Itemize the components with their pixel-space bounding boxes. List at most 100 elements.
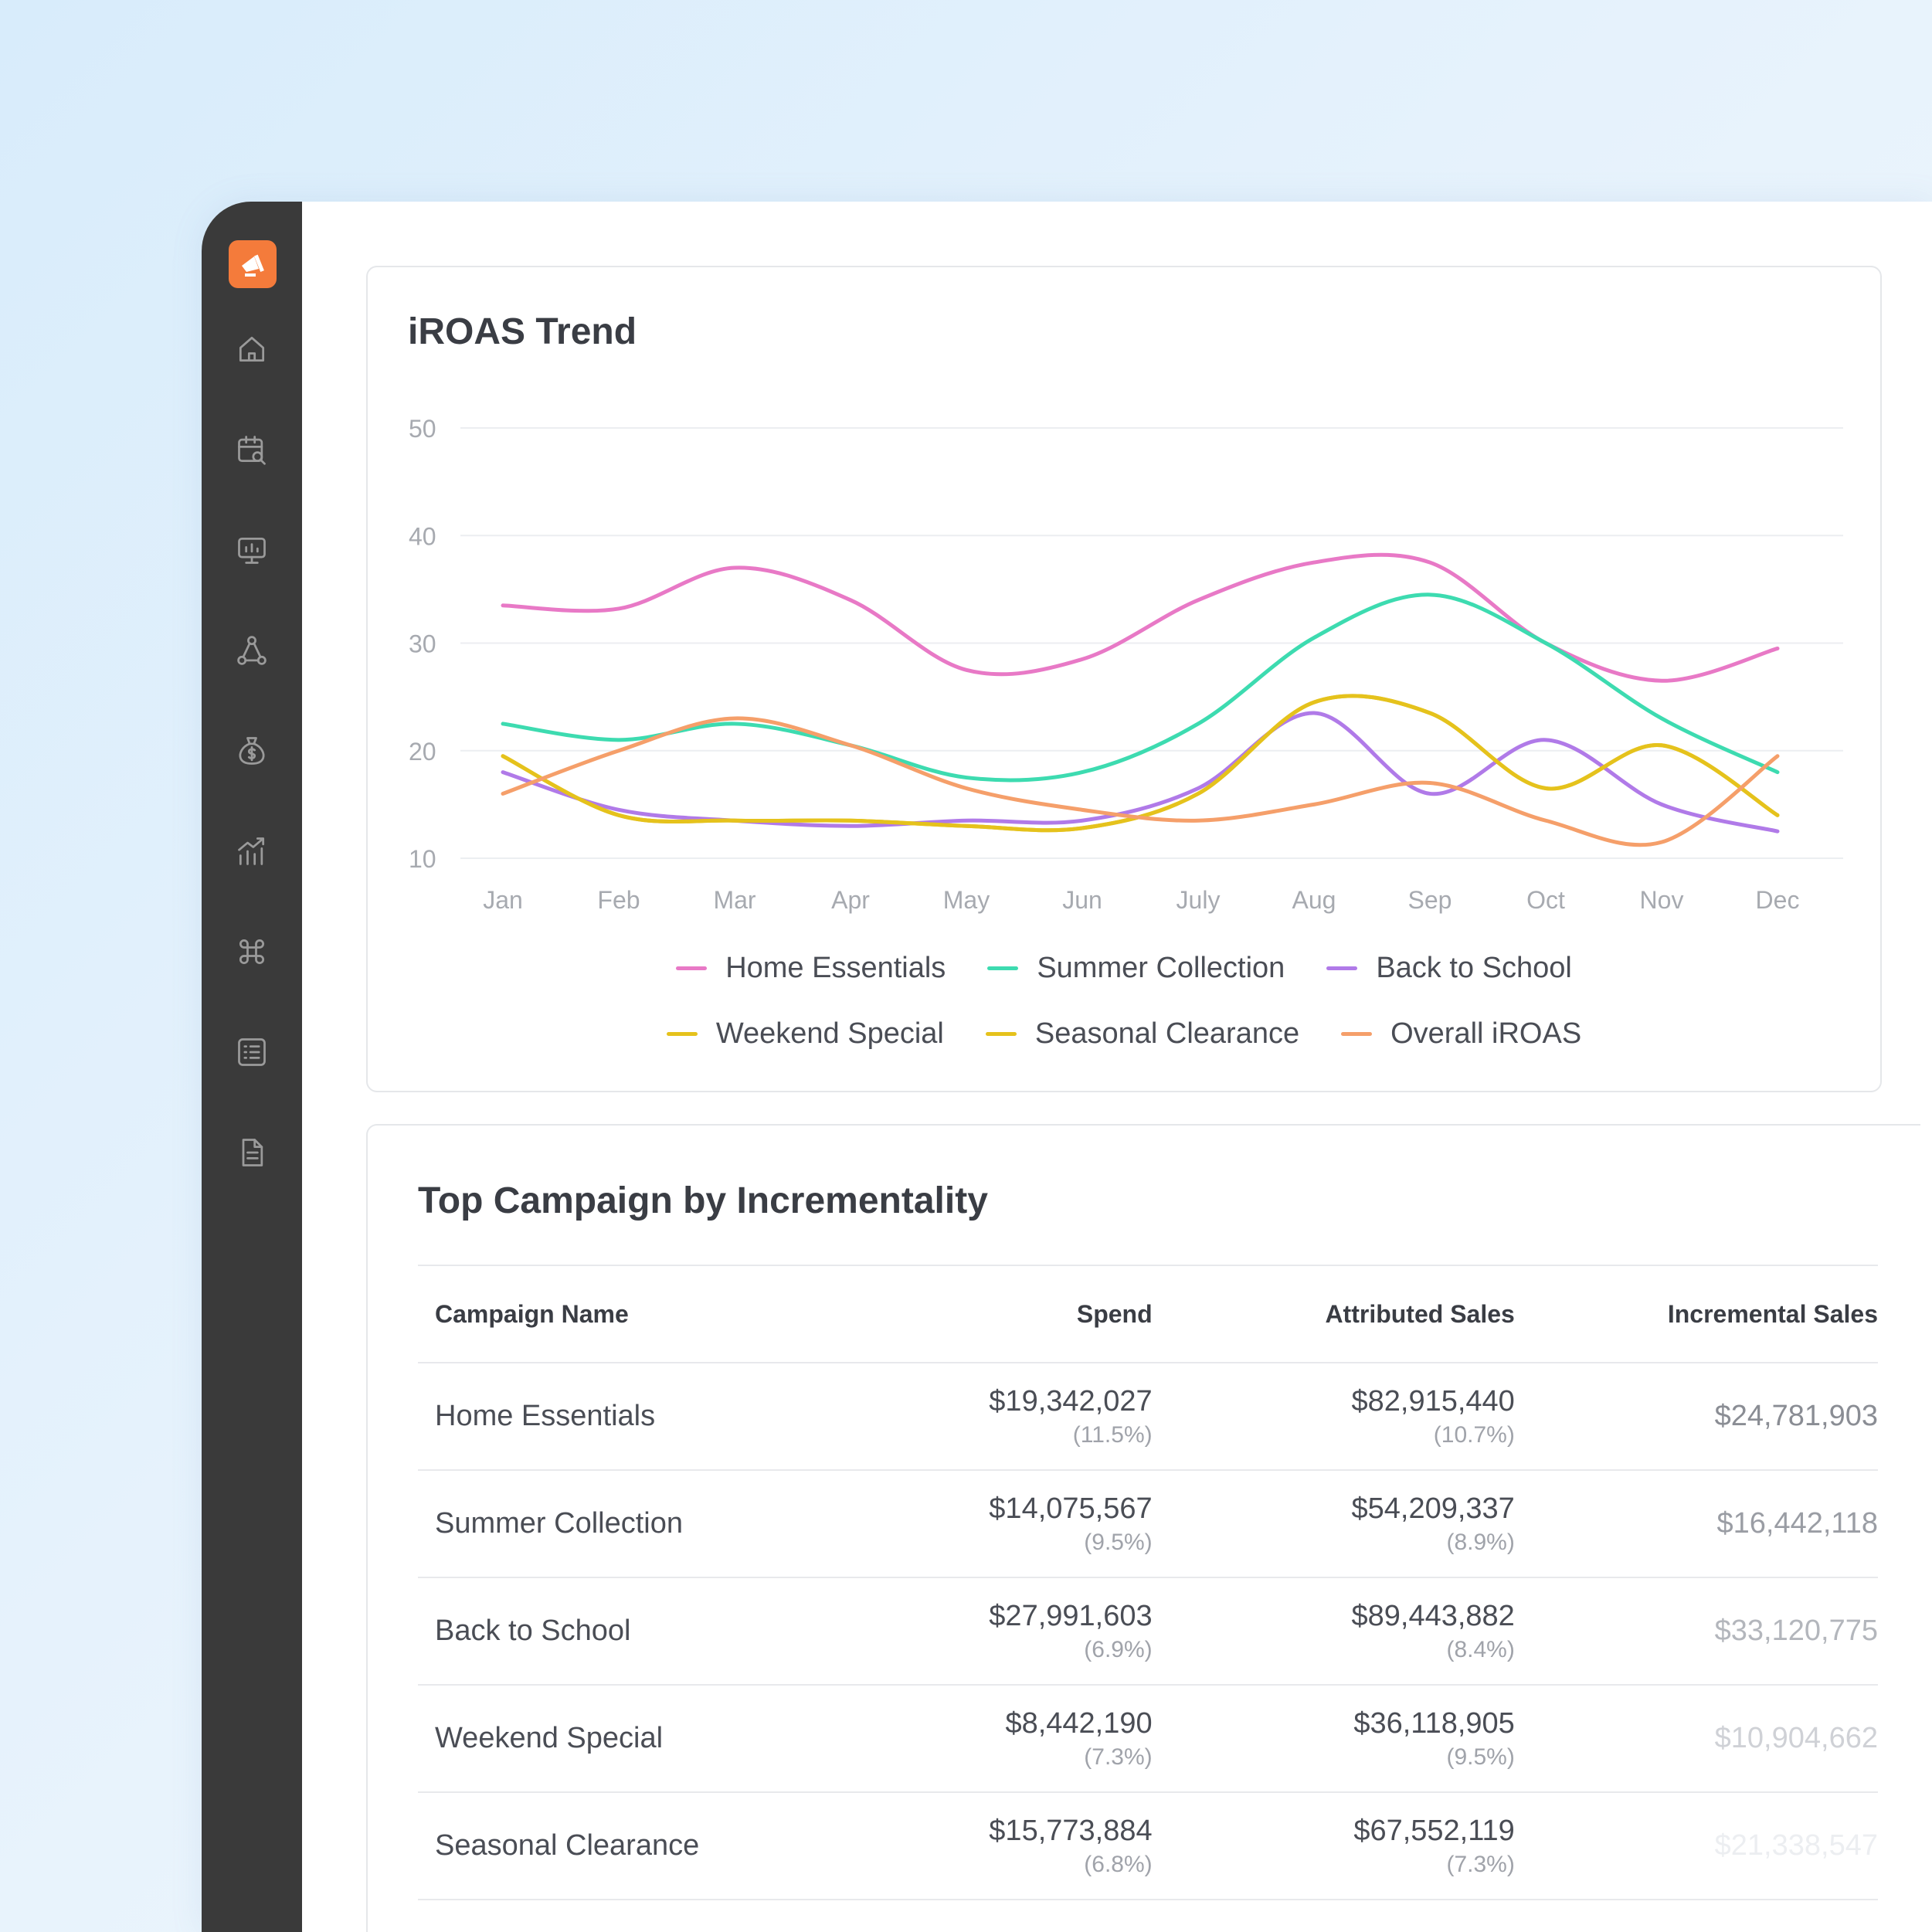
- header-attributed-sales[interactable]: Attributed Sales: [1325, 1299, 1515, 1328]
- chart-legend-row: Home Essentials Summer Collection Back to …: [368, 952, 1880, 985]
- iroas-trend-card: iROAS Trend 50 40 30 20 10 Jan Feb Mar Apr May Jun…: [366, 266, 1882, 1092]
- legend-label: Seasonal Clearance: [1034, 1017, 1300, 1050]
- x-tick-label: Mar: [713, 886, 755, 914]
- campaign-table: Campaign Name Spend Attributed Sales Inc…: [418, 1265, 1878, 1900]
- spend-value: $8,442,190: [1005, 1706, 1153, 1740]
- x-tick-label: Jun: [1062, 886, 1102, 914]
- y-tick-label: 10: [409, 845, 436, 873]
- presentation-chart-icon[interactable]: [232, 530, 272, 570]
- attributed-sales-percent: (10.7%): [1433, 1421, 1515, 1448]
- header-incremental-sales[interactable]: Incremental Sales: [1667, 1299, 1878, 1328]
- spend-value: $14,075,567: [989, 1492, 1153, 1525]
- series-line-home-essentials[interactable]: [501, 552, 1780, 683]
- chart-legend-row: Weekend Special Seasonal Clearance Overall…: [368, 1017, 1880, 1051]
- incremental-sales-cell: $24,781,903: [1714, 1400, 1878, 1432]
- campaign-name-cell: Summer Collection: [435, 1507, 683, 1540]
- main-content: iROAS Trend 50 40 30 20 10 Jan Feb Mar Apr May Jun…: [302, 202, 1932, 1932]
- calendar-search-icon[interactable]: [232, 430, 272, 470]
- iroas-trend-chart: 50 40 30 20 10 Jan Feb Mar Apr May Jun July Aug Sep Oc…: [409, 415, 1843, 914]
- x-tick-label: Oct: [1526, 886, 1565, 914]
- attributed-sales-percent: (9.5%): [1446, 1744, 1515, 1770]
- x-tick-label: Feb: [597, 886, 640, 914]
- legend-swatch: [1326, 966, 1358, 970]
- sidebar: [202, 202, 302, 1932]
- x-tick-label: Sep: [1408, 886, 1452, 914]
- y-tick-label: 30: [409, 630, 436, 658]
- chart-title: iROAS Trend: [408, 311, 637, 352]
- attributed-sales-percent: (8.9%): [1446, 1529, 1515, 1555]
- spend-cell: $15,773,884 (6.8%): [857, 1812, 1152, 1880]
- x-tick-label: July: [1177, 886, 1221, 914]
- legend-item[interactable]: Weekend Special: [666, 1017, 944, 1051]
- megaphone-logo-icon: [242, 254, 264, 277]
- table-header: Campaign Name Spend Attributed Sales Inc…: [418, 1266, 1878, 1363]
- series-line-summer-collection[interactable]: [501, 593, 1780, 783]
- spend-value: $27,991,603: [989, 1599, 1153, 1632]
- spend-cell: $19,342,027 (11.5%): [857, 1383, 1152, 1451]
- home-icon[interactable]: [232, 329, 272, 369]
- incremental-sales-cell: $21,338,547: [1714, 1829, 1878, 1862]
- spend-value: $15,773,884: [989, 1814, 1153, 1847]
- attributed-sales-cell: $67,552,119 (7.3%): [1153, 1812, 1515, 1880]
- attributed-sales-value: $67,552,119: [1353, 1814, 1515, 1847]
- table-row[interactable]: Summer Collection $14,075,567 (9.5%) $54,20…: [418, 1471, 1878, 1578]
- legend-item[interactable]: Overall iROAS: [1341, 1017, 1581, 1051]
- legend-item[interactable]: Home Essentials: [676, 952, 946, 985]
- app-logo[interactable]: [229, 240, 277, 288]
- spend-percent: (7.3%): [1084, 1744, 1153, 1770]
- spend-percent: (6.9%): [1084, 1636, 1153, 1662]
- attributed-sales-value: $54,209,337: [1351, 1492, 1515, 1525]
- legend-swatch: [985, 1032, 1017, 1036]
- table-row[interactable]: Back to School $27,991,603 (6.9%) $89,443,8…: [418, 1578, 1878, 1686]
- grid-apps-icon[interactable]: [232, 932, 272, 972]
- table-row[interactable]: Home Essentials $19,342,027 (11.5%) $82,915…: [418, 1363, 1878, 1471]
- attributed-sales-percent: (7.3%): [1446, 1851, 1515, 1877]
- list-icon[interactable]: [232, 1032, 272, 1072]
- legend-item[interactable]: Back to School: [1326, 952, 1572, 985]
- y-tick-label: 20: [409, 738, 436, 766]
- network-icon[interactable]: [232, 630, 272, 671]
- header-campaign-name[interactable]: Campaign Name: [435, 1299, 629, 1328]
- campaign-name-cell: Home Essentials: [435, 1400, 656, 1432]
- legend-label: Back to School: [1376, 952, 1572, 984]
- y-tick-label: 40: [409, 522, 436, 550]
- incremental-sales-cell: $10,904,662: [1714, 1722, 1878, 1754]
- table-row[interactable]: Seasonal Clearance $15,773,884 (6.8%) $67,5…: [418, 1793, 1878, 1900]
- x-tick-label: Nov: [1640, 886, 1684, 914]
- attributed-sales-cell: $89,443,882 (8.4%): [1153, 1598, 1515, 1665]
- campaign-name-cell: Back to School: [435, 1615, 631, 1647]
- attributed-sales-percent: (8.4%): [1446, 1636, 1515, 1662]
- attributed-sales-value: $89,443,882: [1351, 1599, 1515, 1632]
- campaign-name-cell: Seasonal Clearance: [435, 1829, 700, 1862]
- legend-swatch: [666, 1032, 698, 1036]
- spend-cell: $27,991,603 (6.9%): [857, 1598, 1152, 1665]
- money-bag-icon[interactable]: [232, 731, 272, 771]
- legend-swatch: [987, 966, 1019, 970]
- attributed-sales-value: $82,915,440: [1351, 1384, 1515, 1418]
- series-line-back-to-school[interactable]: [501, 711, 1780, 834]
- growth-chart-icon[interactable]: [232, 831, 272, 871]
- x-tick-label: Dec: [1756, 886, 1800, 914]
- spend-percent: (11.5%): [1072, 1421, 1153, 1448]
- legend-item[interactable]: Seasonal Clearance: [985, 1017, 1300, 1051]
- incremental-sales-cell: $33,120,775: [1714, 1615, 1878, 1647]
- x-tick-label: Aug: [1292, 886, 1336, 914]
- legend-swatch: [676, 966, 708, 970]
- table-title: Top Campaign by Incrementality: [418, 1180, 988, 1221]
- legend-label: Home Essentials: [725, 952, 946, 984]
- header-spend[interactable]: Spend: [1076, 1299, 1153, 1328]
- document-icon[interactable]: [232, 1132, 272, 1173]
- y-tick-label: 50: [409, 415, 436, 443]
- legend-label: Summer Collection: [1037, 952, 1285, 984]
- x-tick-label: Jan: [483, 886, 523, 914]
- attributed-sales-cell: $82,915,440 (10.7%): [1153, 1383, 1515, 1451]
- series-line-overall-iroas[interactable]: [501, 716, 1780, 847]
- table-row[interactable]: Weekend Special $8,442,190 (7.3%) $36,118,9…: [418, 1686, 1878, 1793]
- legend-item[interactable]: Summer Collection: [987, 952, 1285, 985]
- incremental-sales-cell: $16,442,118: [1716, 1507, 1878, 1540]
- spend-percent: (6.8%): [1084, 1851, 1153, 1877]
- spend-cell: $8,442,190 (7.3%): [857, 1705, 1152, 1773]
- series-line-seasonal-clearance[interactable]: [501, 694, 1780, 833]
- top-campaign-card: Top Campaign by Incrementality Campaign …: [366, 1124, 1920, 1932]
- campaign-name-cell: Weekend Special: [435, 1722, 664, 1754]
